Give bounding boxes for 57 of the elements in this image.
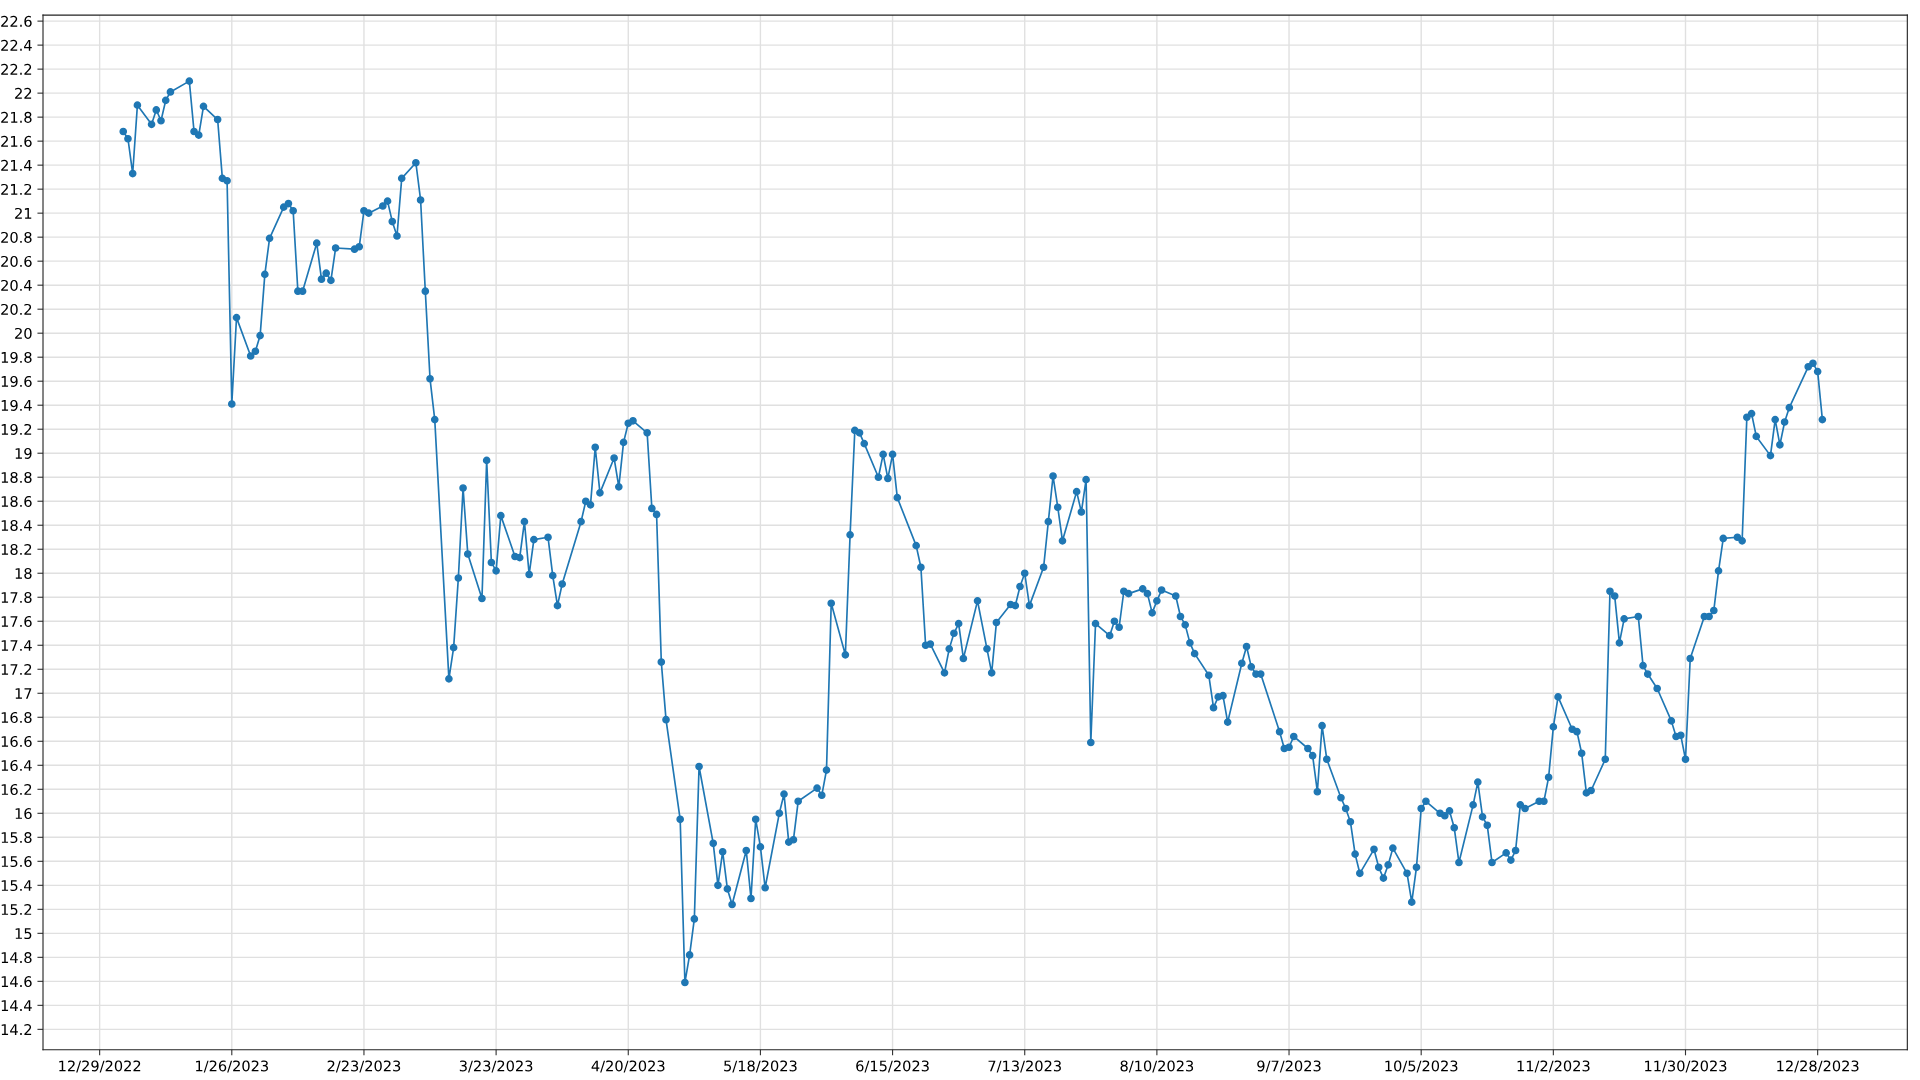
y-tick-label: 20.8 xyxy=(1,231,32,243)
y-tick-label: 18.4 xyxy=(1,519,32,531)
y-tick-label: 14.8 xyxy=(1,952,32,964)
y-tick-label: 16.6 xyxy=(1,736,32,748)
y-tick-label: 14.2 xyxy=(1,1024,32,1035)
y-tick-label: 19.2 xyxy=(1,423,32,435)
y-tick-label: 18 xyxy=(15,567,32,579)
y-tick-label: 14.4 xyxy=(1,1000,32,1011)
y-tick-label: 22.4 xyxy=(1,39,32,51)
y-tick-label: 20.4 xyxy=(1,279,32,291)
y-tick-label: 15.4 xyxy=(1,880,32,892)
x-tick-label: 5/18/2023 xyxy=(724,1060,797,1073)
y-tick-label: 21 xyxy=(15,207,32,219)
y-tick-label: 16.2 xyxy=(1,784,32,796)
x-tick-label: 3/23/2023 xyxy=(459,1060,533,1073)
y-tick-label: 19.4 xyxy=(1,399,32,411)
y-tick-label: 17.8 xyxy=(1,591,32,603)
y-tick-label: 21.6 xyxy=(1,135,32,147)
y-tick-label: 22 xyxy=(15,87,32,99)
y-tick-label: 15.8 xyxy=(1,832,32,844)
x-tick-label: 11/30/2023 xyxy=(1645,1060,1727,1073)
y-tick-label: 19 xyxy=(15,447,32,459)
x-tick-label: 1/26/2023 xyxy=(196,1060,269,1073)
y-tick-label: 16.4 xyxy=(1,760,32,772)
y-tick-label: 18.8 xyxy=(1,471,32,483)
y-tick-label: 15 xyxy=(15,928,32,940)
y-tick-label: 17 xyxy=(15,688,32,699)
y-tick-label: 17.6 xyxy=(1,615,32,628)
y-tick-label: 21.4 xyxy=(1,159,32,171)
y-tick-label: 21.8 xyxy=(1,111,32,123)
x-tick-label: 11/2/2023 xyxy=(1517,1060,1590,1073)
y-tick-label: 22.2 xyxy=(1,63,32,75)
y-tick-label: 22.6 xyxy=(1,15,32,27)
x-tick-label: 9/7/2023 xyxy=(1257,1060,1321,1073)
y-tick-label: 19.6 xyxy=(1,375,32,387)
y-tick-label: 19.8 xyxy=(1,351,32,363)
y-tick-label: 21.2 xyxy=(1,183,32,195)
y-tick-label: 15.6 xyxy=(1,856,32,868)
y-tick-label: 16.8 xyxy=(1,712,32,724)
y-tick-label: 15.2 xyxy=(1,904,32,916)
x-tick-label: 4/20/2023 xyxy=(591,1060,665,1073)
y-tick-label: 18.6 xyxy=(1,495,32,507)
x-tick-label: 8/10/2023 xyxy=(1120,1060,1194,1073)
y-tick-label: 17.2 xyxy=(1,663,32,675)
x-tick-label: 2/23/2023 xyxy=(327,1060,401,1073)
x-tick-label: 10/5/2023 xyxy=(1385,1060,1458,1073)
y-tick-label: 20 xyxy=(15,327,32,339)
y-tick-label: 18.2 xyxy=(1,543,32,555)
y-tick-label: 14.6 xyxy=(1,976,32,988)
y-tick-label: 20.6 xyxy=(1,255,32,267)
y-tick-label: 20.2 xyxy=(1,303,32,315)
x-tick-label: 12/28/2023 xyxy=(1777,1060,1859,1073)
y-tick-label: 16 xyxy=(15,808,32,820)
y-tick-label: 17.4 xyxy=(1,640,32,651)
x-tick-label: 6/15/2023 xyxy=(856,1060,929,1073)
x-tick-label: 7/13/2023 xyxy=(988,1060,1061,1073)
x-tick-label: 12/29/2022 xyxy=(59,1060,141,1073)
